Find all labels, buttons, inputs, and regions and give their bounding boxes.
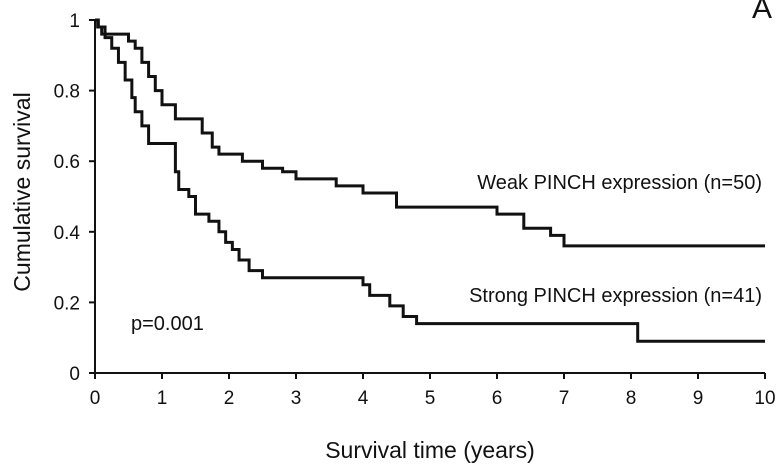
x-tick-label: 5 [425, 388, 436, 409]
x-tick-label: 3 [291, 388, 302, 409]
x-tick-label: 2 [224, 388, 235, 409]
series-lines [95, 18, 765, 343]
x-tick-label: 6 [492, 388, 503, 409]
series-label-weak: Weak PINCH expression (n=50) [477, 172, 762, 194]
panel-letter: A [752, 0, 772, 25]
y-tick-label: 0 [69, 364, 80, 385]
y-tick-label: 0.8 [54, 82, 80, 103]
x-tick-label: 10 [754, 388, 775, 409]
x-tick-label: 1 [157, 388, 168, 409]
plot-area: 0 1 2 3 4 5 6 7 8 9 10 0 0.2 0.4 0.6 0.8 1 [54, 11, 776, 409]
x-axis-title: Survival time (years) [325, 437, 535, 463]
x-axis-ticks: 0 1 2 3 4 5 6 7 8 9 10 [90, 373, 776, 409]
x-tick-label: 4 [358, 388, 369, 409]
y-tick-label: 0.6 [54, 152, 80, 173]
p-value-annotation: p=0.001 [131, 313, 204, 335]
series-label-strong: Strong PINCH expression (n=41) [469, 285, 762, 307]
series-line-strong-pinch [95, 18, 765, 343]
y-tick-label: 0.4 [54, 223, 81, 244]
x-tick-label: 7 [559, 388, 570, 409]
y-tick-label: 0.2 [54, 293, 80, 314]
x-tick-label: 0 [90, 388, 101, 409]
series-line-weak-pinch [95, 18, 765, 248]
y-tick-label: 1 [69, 11, 80, 32]
y-axis-ticks: 0 0.2 0.4 0.6 0.8 1 [54, 11, 95, 385]
x-tick-label: 8 [626, 388, 637, 409]
y-axis-title: Cumulative survival [9, 92, 35, 291]
x-tick-label: 9 [693, 388, 704, 409]
